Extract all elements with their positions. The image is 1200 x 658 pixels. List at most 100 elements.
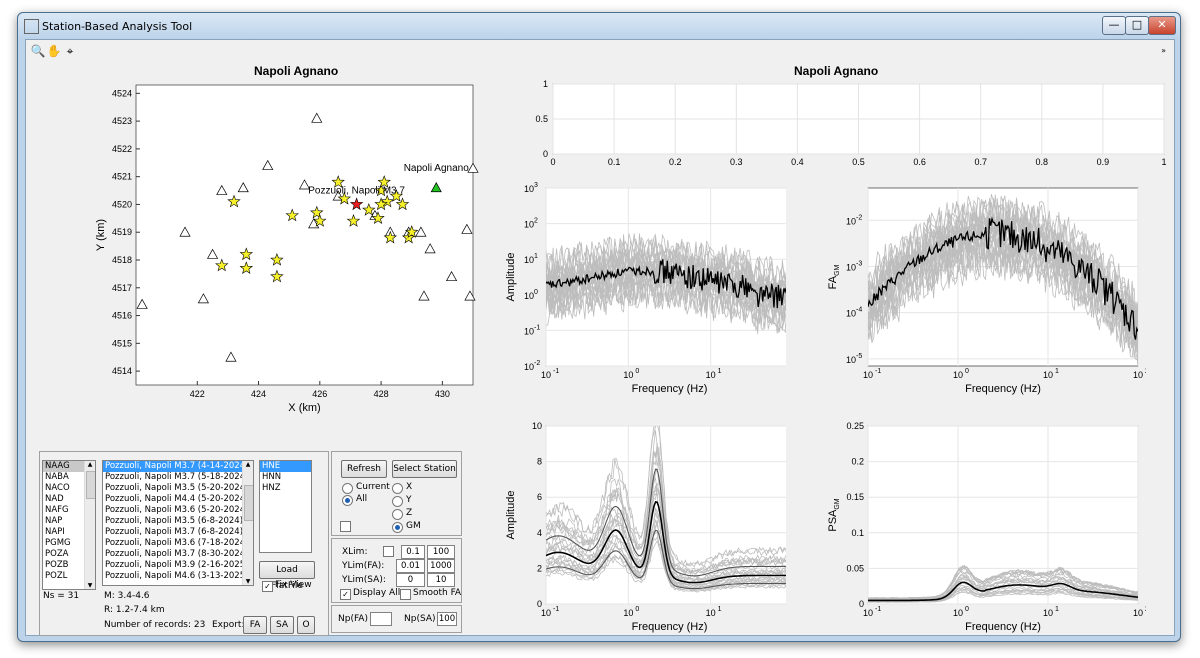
- np-fa-field[interactable]: [370, 612, 392, 626]
- map-ytick-label: 4514: [112, 366, 132, 376]
- export-fa-button[interactable]: FA: [243, 616, 267, 634]
- event-star: [371, 211, 385, 225]
- toolbar-overflow-icon[interactable]: »: [1161, 46, 1166, 55]
- z-radio[interactable]: [392, 509, 403, 520]
- xtick-label: 10: [1043, 370, 1053, 380]
- station-marker: [445, 270, 458, 282]
- component-list-item[interactable]: HNN: [262, 472, 282, 482]
- zoom-in-icon[interactable]: 🔍: [30, 44, 46, 58]
- display-all-checkbox[interactable]: ✓: [340, 589, 351, 600]
- fourier-amplitude-plot[interactable]: 10-110010110210-210-1100101102103Frequen…: [496, 180, 786, 395]
- export-o-button[interactable]: O: [297, 616, 315, 634]
- select-station-button[interactable]: Select Station: [392, 460, 457, 478]
- record-list-item[interactable]: Pozzuoli, Napoli M4.6 (3-13-2025): [105, 571, 249, 581]
- magnitude-range: M: 3.4-4.6: [104, 591, 150, 601]
- amplitude-ratio-plot[interactable]: 10-11001011020246810Frequency (Hz)Amplit…: [496, 418, 786, 633]
- map-ylabel: Y (km): [95, 219, 107, 251]
- xlim-max-field[interactable]: 100: [427, 545, 455, 559]
- station-list-item[interactable]: NABA: [45, 472, 69, 482]
- station-marker: [418, 290, 430, 301]
- ytick-label: 10: [524, 220, 534, 230]
- current-radio[interactable]: [342, 483, 353, 494]
- station-marker: [216, 184, 228, 195]
- all-radio[interactable]: [342, 495, 353, 506]
- figure-area: 🔍 ✋ ⌖ » Napoli Agnano 422 424 426 428 430 451…: [25, 39, 1175, 636]
- event-star: [285, 208, 299, 222]
- station-list-item[interactable]: NAD: [45, 494, 64, 504]
- map-title: Napoli Agnano: [254, 64, 339, 78]
- maximize-button[interactable]: □: [1125, 16, 1149, 35]
- station-list-item[interactable]: NAP: [45, 516, 63, 526]
- record-list-item[interactable]: Pozzuoli, Napoli M3.7 (5-18-2024): [105, 472, 249, 482]
- event-star: [239, 247, 254, 261]
- close-button[interactable]: ✕: [1148, 16, 1176, 35]
- export-sa-button[interactable]: SA: [270, 616, 294, 634]
- ylimfa-max-field[interactable]: 1000: [427, 559, 455, 573]
- top-xtick-label: 0.8: [1036, 157, 1049, 167]
- top-axis-plot[interactable]: 0 0.1 0.2 0.3 0.4 0.5 0.6 0.7 0.8 0.9 1 0 0.5 1: [496, 72, 1174, 172]
- minimize-button[interactable]: —: [1102, 16, 1126, 35]
- unlabeled-checkbox[interactable]: [340, 521, 351, 532]
- station-list-item[interactable]: NACO: [45, 483, 70, 493]
- component-list[interactable]: HNE HNN HNZ: [259, 460, 312, 553]
- gm-radio[interactable]: [392, 522, 403, 533]
- curve-group: [868, 564, 1138, 603]
- top-ytick-label: 0.5: [535, 114, 548, 124]
- np-sa-field[interactable]: 100: [437, 612, 457, 626]
- record-list[interactable]: Pozzuoli, Napoli M3.7 (4-14-2024) Pozzuol…: [102, 460, 254, 586]
- record-list-item[interactable]: Pozzuoli, Napoli M3.6 (7-18-2024): [105, 538, 249, 548]
- ylimfa-min-field[interactable]: 0.01: [396, 559, 425, 573]
- ylabel: PSAGM: [827, 498, 841, 531]
- station-list-item[interactable]: POZA: [45, 549, 69, 559]
- station-list-item[interactable]: NAAG: [43, 461, 95, 472]
- load-flatfile-button[interactable]: Load FlatFile: [259, 561, 315, 591]
- smooth-fa-checkbox[interactable]: [400, 589, 411, 600]
- record-list-item[interactable]: Pozzuoli, Napoli M3.9 (2-16-2025): [105, 560, 249, 570]
- ylimsa-max-field[interactable]: 10: [427, 573, 455, 587]
- map-ytick-label: 4515: [112, 338, 132, 348]
- ylabel-subscript: GM: [834, 264, 841, 275]
- station-map[interactable]: 422 424 426 428 430 4514 4515 4516 4517 4518 4519 4…: [26, 70, 496, 450]
- xlabel: Frequency (Hz): [632, 383, 708, 395]
- record-list-scrollbar[interactable]: ▲ ▼: [242, 461, 253, 585]
- y-radio[interactable]: [392, 496, 403, 507]
- map-ytick-label: 4523: [112, 116, 132, 126]
- ytick-label: 10: [524, 255, 534, 265]
- ytick-exponent: -3: [856, 260, 862, 267]
- xlim-checkbox[interactable]: [383, 546, 394, 557]
- record-list-item[interactable]: Pozzuoli, Napoli M3.7 (8-30-2024): [105, 549, 249, 559]
- station-list-item[interactable]: NAPI: [45, 527, 65, 537]
- x-radio[interactable]: [392, 483, 403, 494]
- component-list-item[interactable]: HNE: [260, 461, 311, 472]
- datatip-icon[interactable]: ⌖: [66, 44, 74, 58]
- event-star: [346, 214, 361, 227]
- station-list-item[interactable]: POZL: [45, 571, 68, 581]
- refresh-button[interactable]: Refresh: [341, 460, 387, 478]
- station-list-item[interactable]: PGMG: [45, 538, 71, 548]
- record-list-item[interactable]: Pozzuoli, Napoli M3.7 (6-8-2024): [105, 527, 244, 537]
- xlim-min-field[interactable]: 0.1: [401, 545, 425, 559]
- record-list-item[interactable]: Pozzuoli, Napoli M4.4 (5-20-2024): [105, 494, 249, 504]
- record-list-item[interactable]: Pozzuoli, Napoli M3.5 (5-20-2024): [105, 483, 249, 493]
- component-list-item[interactable]: HNZ: [262, 483, 281, 493]
- psa-gm-plot[interactable]: 10-110010110200.050.10.150.20.25Frequenc…: [796, 418, 1146, 633]
- record-list-item[interactable]: Pozzuoli, Napoli M3.7 (4-14-2024): [103, 461, 253, 472]
- station-list-scrollbar[interactable]: ▲ ▼: [84, 461, 95, 589]
- station-list-item[interactable]: NAFG: [45, 505, 69, 515]
- xlim-label: XLim:: [342, 547, 368, 557]
- station-list-item[interactable]: POZB: [45, 560, 69, 570]
- all-label: All: [356, 494, 368, 504]
- fix-view-checkbox[interactable]: ✓: [262, 581, 273, 592]
- pan-hand-icon[interactable]: ✋: [46, 44, 62, 58]
- top-xtick-label: 0.9: [1097, 157, 1110, 167]
- curve-group: [546, 233, 786, 335]
- xtick-exponent: -1: [553, 606, 559, 613]
- np-sa-label: Np(SA): [404, 614, 436, 624]
- station-list[interactable]: NAAG NABA NACO NAD NAFG NAP NAPI PGMG POZA POZB PO…: [42, 460, 96, 590]
- figure-toolbar: 🔍 ✋ ⌖ »: [26, 40, 1174, 62]
- record-list-item[interactable]: Pozzuoli, Napoli M3.6 (5-20-2024): [105, 505, 249, 515]
- ylimsa-min-field[interactable]: 0: [396, 573, 425, 587]
- record-list-item[interactable]: Pozzuoli, Napoli M3.5 (6-8-2024): [105, 516, 244, 526]
- limits-panel: XLim: 0.1 100 YLim(FA): 0.01 1000 YLim(S…: [331, 538, 462, 603]
